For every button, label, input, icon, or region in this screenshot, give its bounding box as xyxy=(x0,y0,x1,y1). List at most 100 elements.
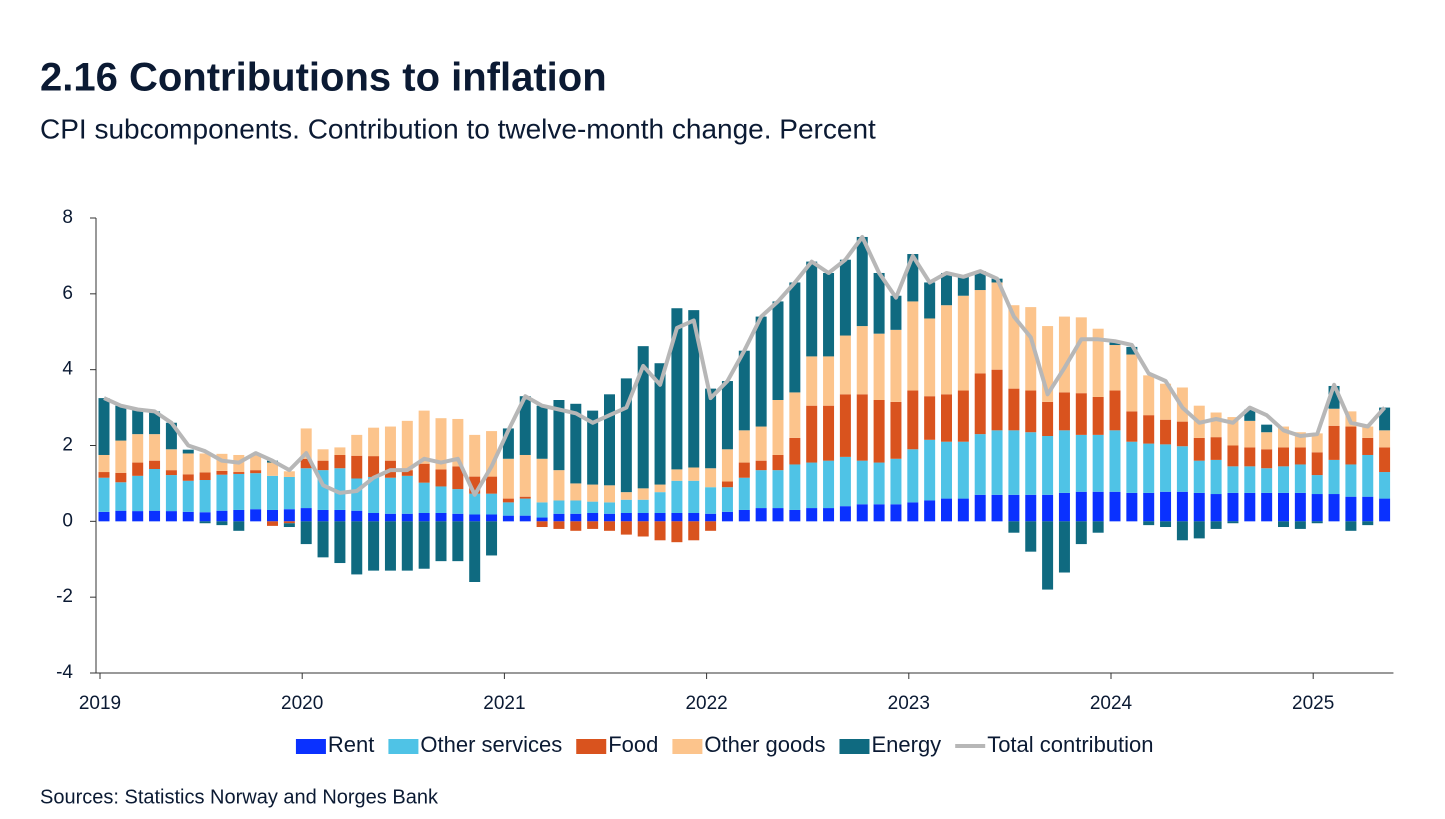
bar-segment xyxy=(1160,383,1172,420)
bar-segment xyxy=(1058,521,1070,573)
bar-segment xyxy=(283,476,295,510)
bar-segment xyxy=(469,521,481,582)
bar-segment xyxy=(604,502,615,514)
bar-segment xyxy=(368,521,380,571)
legend-swatch xyxy=(388,739,419,754)
bar-segment xyxy=(620,492,632,500)
bar-segment xyxy=(418,463,430,483)
bar-segment xyxy=(1227,492,1239,522)
bar-segment xyxy=(250,509,262,522)
bar-segment xyxy=(519,496,531,499)
bar-segment xyxy=(401,513,413,522)
legend-swatch xyxy=(839,739,870,754)
bar-segment xyxy=(351,434,363,456)
bar-segment xyxy=(267,462,278,476)
bar-segment xyxy=(823,272,835,357)
bar-segment xyxy=(300,468,312,509)
bar-segment xyxy=(738,350,750,431)
bar-segment xyxy=(654,484,666,493)
bar-segment xyxy=(957,441,969,499)
bar-segment xyxy=(1008,388,1020,431)
bar-segment xyxy=(418,410,430,464)
bar-segment xyxy=(1210,521,1222,529)
bar-segment xyxy=(570,513,582,522)
bar-segment xyxy=(149,434,161,461)
bar-segment xyxy=(1143,492,1155,522)
bar-segment xyxy=(1379,407,1391,431)
source-note: Sources: Statistics Norway and Norges Ba… xyxy=(40,786,439,808)
bar-segment xyxy=(688,521,700,541)
bar-segment xyxy=(250,470,262,474)
bar-segment xyxy=(721,381,733,450)
bar-segment xyxy=(974,373,986,435)
bar-segment xyxy=(1042,326,1054,402)
bar-segment xyxy=(452,521,464,562)
bar-segment xyxy=(924,282,936,319)
bar-segment xyxy=(1278,447,1289,467)
bar-segment xyxy=(755,470,767,509)
bar-segment xyxy=(1025,390,1037,433)
legend-label: Other goods xyxy=(704,732,825,757)
bar-segment xyxy=(536,502,548,518)
bar-segment xyxy=(1261,468,1273,493)
bar-segment xyxy=(1210,437,1222,460)
bar-segment xyxy=(486,431,498,477)
x-tick-label: 2022 xyxy=(685,693,727,714)
bar-segment xyxy=(1058,430,1070,493)
bar-segment xyxy=(907,390,919,450)
bar-segment xyxy=(1345,496,1357,522)
bar-segment xyxy=(890,504,902,522)
bar-segment xyxy=(1328,425,1340,460)
bar-segment xyxy=(1092,396,1104,435)
bar-segment xyxy=(1311,433,1323,453)
bar-segment xyxy=(1193,437,1205,461)
bar-segment xyxy=(587,484,599,502)
legend-label: Rent xyxy=(328,732,374,757)
bar-segment xyxy=(1058,316,1070,393)
bar-segment xyxy=(300,521,312,545)
bar-segment xyxy=(671,521,683,543)
bar-segment xyxy=(755,316,767,427)
bar-segment xyxy=(671,308,683,470)
bar-segment xyxy=(149,411,161,435)
bar-segment xyxy=(502,498,514,503)
bar-segment xyxy=(435,521,447,562)
bar-segment xyxy=(738,477,750,510)
bar-segment xyxy=(435,512,447,522)
bar-segment xyxy=(856,326,868,395)
bar-segment xyxy=(1075,317,1087,394)
bar-segment xyxy=(115,510,127,522)
x-tick-label: 2020 xyxy=(281,693,323,714)
bar-segment xyxy=(1294,492,1306,522)
bar-segment xyxy=(401,420,413,471)
bar-segment xyxy=(991,282,1003,370)
bar-segment xyxy=(1160,491,1172,522)
bar-segment xyxy=(553,513,565,522)
bar-segment xyxy=(1227,466,1239,493)
bar-segment xyxy=(873,462,885,505)
bar-segment xyxy=(115,440,127,473)
bar-segment xyxy=(115,405,127,441)
bar-segment xyxy=(452,489,464,514)
bar-segment xyxy=(351,455,363,479)
bar-segment xyxy=(1210,494,1222,522)
bar-segment xyxy=(486,493,498,515)
bar-segment xyxy=(941,441,952,499)
bar-segment xyxy=(469,514,481,522)
bar-segment xyxy=(216,474,228,511)
bar-segment xyxy=(587,410,599,485)
bar-segment xyxy=(469,476,481,494)
bar-segment xyxy=(974,290,986,374)
bar-segment xyxy=(705,487,717,514)
bar-segment xyxy=(1278,521,1289,528)
bar-segment xyxy=(738,430,750,463)
bar-segment xyxy=(132,462,144,476)
bar-segment xyxy=(1244,409,1256,421)
bar-segment xyxy=(149,460,161,470)
bar-segment xyxy=(974,271,986,291)
bar-segment xyxy=(300,458,312,469)
bar-segment xyxy=(317,509,329,522)
bar-segment xyxy=(1042,436,1054,495)
bar-segment xyxy=(216,521,228,526)
